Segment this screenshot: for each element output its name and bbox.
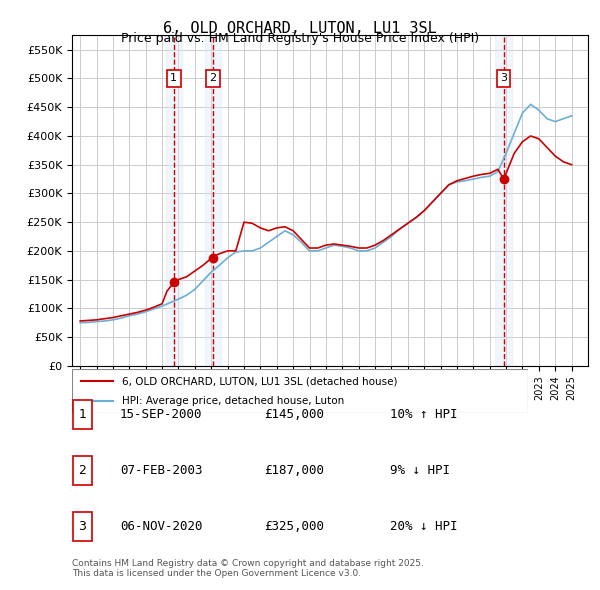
Text: 15-SEP-2000: 15-SEP-2000 [120,408,203,421]
Text: £145,000: £145,000 [264,408,324,421]
Text: 6, OLD ORCHARD, LUTON, LU1 3SL: 6, OLD ORCHARD, LUTON, LU1 3SL [163,21,437,35]
Text: 2: 2 [209,73,217,83]
Text: 3: 3 [79,520,86,533]
Bar [205,35,221,366]
FancyBboxPatch shape [73,456,92,485]
Text: 07-FEB-2003: 07-FEB-2003 [120,464,203,477]
FancyBboxPatch shape [73,512,92,541]
Text: £187,000: £187,000 [264,464,324,477]
Bar [166,35,182,366]
Text: HPI: Average price, detached house, Luton: HPI: Average price, detached house, Luto… [122,396,344,405]
Text: 6, OLD ORCHARD, LUTON, LU1 3SL (detached house): 6, OLD ORCHARD, LUTON, LU1 3SL (detached… [122,376,398,386]
Text: 9% ↓ HPI: 9% ↓ HPI [390,464,450,477]
FancyBboxPatch shape [73,400,92,429]
Bar [496,35,512,366]
Text: 06-NOV-2020: 06-NOV-2020 [120,520,203,533]
Text: £325,000: £325,000 [264,520,324,533]
Text: Contains HM Land Registry data © Crown copyright and database right 2025.
This d: Contains HM Land Registry data © Crown c… [72,559,424,578]
Text: Price paid vs. HM Land Registry's House Price Index (HPI): Price paid vs. HM Land Registry's House … [121,32,479,45]
Text: 10% ↑ HPI: 10% ↑ HPI [390,408,458,421]
Text: 3: 3 [500,73,507,83]
FancyBboxPatch shape [72,369,528,413]
Text: 2: 2 [79,464,86,477]
Text: 1: 1 [79,408,86,421]
Text: 20% ↓ HPI: 20% ↓ HPI [390,520,458,533]
Text: 1: 1 [170,73,177,83]
